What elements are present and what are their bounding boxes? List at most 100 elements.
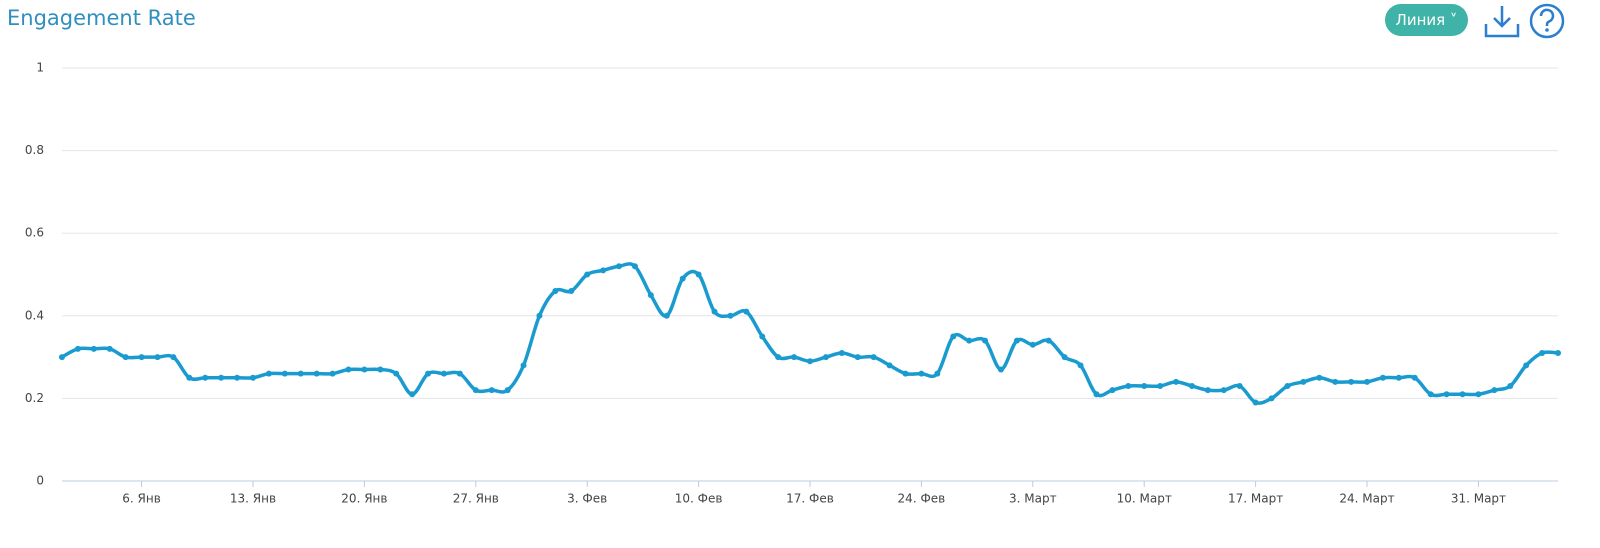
- point: [600, 267, 607, 274]
- x-tick-label: 31. Март: [1451, 492, 1506, 506]
- point: [807, 358, 813, 365]
- y-tick-label: 1: [36, 61, 44, 75]
- point: [536, 312, 543, 319]
- point: [249, 374, 256, 381]
- point: [616, 263, 623, 270]
- point: [1284, 383, 1291, 390]
- y-tick-label: 0.4: [25, 308, 44, 322]
- point: [822, 354, 829, 361]
- point: [854, 354, 861, 361]
- chart-type-button[interactable]: Линия ˅: [1385, 4, 1468, 36]
- point: [1475, 391, 1482, 398]
- point: [393, 370, 400, 377]
- point: [1188, 383, 1195, 390]
- x-tick-label: 3. Фев: [567, 492, 607, 506]
- point: [218, 374, 225, 381]
- chart-title: Engagement Rate: [7, 6, 196, 30]
- point: [775, 354, 782, 361]
- point: [1379, 374, 1386, 381]
- point: [934, 370, 941, 377]
- x-tick-label: 10. Фев: [675, 492, 723, 506]
- help-icon[interactable]: [1528, 2, 1566, 40]
- x-tick-label: 27. Янв: [453, 492, 499, 506]
- point: [1459, 391, 1466, 398]
- point: [361, 366, 368, 373]
- point: [631, 263, 638, 270]
- point: [870, 354, 877, 361]
- point: [265, 370, 272, 377]
- point: [568, 288, 575, 295]
- point: [1491, 387, 1498, 394]
- point: [59, 354, 65, 361]
- point: [1220, 387, 1227, 394]
- x-tick-label: 24. Март: [1339, 492, 1394, 506]
- point: [1061, 354, 1068, 361]
- point: [695, 271, 702, 278]
- point: [1204, 387, 1211, 394]
- point: [520, 362, 527, 369]
- point: [170, 354, 177, 361]
- x-tick-label: 10. Март: [1117, 492, 1172, 506]
- point: [679, 275, 686, 282]
- point: [1300, 378, 1307, 385]
- point: [838, 349, 845, 356]
- point: [122, 354, 129, 361]
- point: [1077, 362, 1084, 369]
- point: [1427, 391, 1434, 398]
- point: [154, 354, 161, 361]
- x-tick-label: 20. Янв: [341, 492, 387, 506]
- point: [1252, 399, 1259, 406]
- point: [409, 391, 416, 398]
- point: [1045, 337, 1052, 344]
- point: [313, 370, 320, 377]
- line: [61, 262, 1559, 405]
- point: [504, 387, 511, 394]
- point: [1539, 349, 1546, 356]
- point: [186, 374, 193, 381]
- point: [1013, 337, 1020, 344]
- point: [90, 345, 97, 352]
- point: [902, 370, 909, 377]
- point: [1523, 362, 1530, 369]
- point: [759, 333, 766, 340]
- point: [743, 308, 750, 315]
- point: [1029, 341, 1036, 348]
- point: [202, 374, 209, 381]
- point: [425, 370, 432, 377]
- point: [377, 366, 384, 373]
- x-tick-label: 17. Фев: [786, 492, 834, 506]
- point: [584, 271, 591, 278]
- point: [552, 288, 559, 295]
- point: [1364, 378, 1371, 385]
- point: [138, 354, 145, 361]
- point: [1157, 383, 1164, 390]
- point: [1093, 391, 1100, 398]
- point: [1332, 378, 1339, 385]
- button-label: Линия: [1395, 11, 1446, 29]
- point: [918, 370, 925, 377]
- point: [1395, 374, 1402, 381]
- point: [74, 345, 81, 352]
- point: [1173, 378, 1180, 385]
- point: [345, 366, 352, 373]
- point: [982, 337, 989, 344]
- point: [663, 312, 670, 319]
- point: [106, 345, 113, 352]
- point: [966, 337, 973, 344]
- point: [234, 374, 241, 381]
- y-tick-label: 0: [36, 474, 44, 488]
- point: [1348, 378, 1355, 385]
- point: [488, 387, 495, 394]
- download-icon[interactable]: [1482, 2, 1522, 40]
- point: [472, 387, 479, 394]
- point: [1316, 374, 1323, 381]
- point: [329, 370, 336, 377]
- point: [727, 312, 734, 319]
- point: [997, 366, 1004, 373]
- point: [1268, 395, 1275, 402]
- point: [950, 333, 957, 340]
- point: [297, 370, 304, 377]
- point: [456, 370, 463, 377]
- point: [886, 362, 893, 369]
